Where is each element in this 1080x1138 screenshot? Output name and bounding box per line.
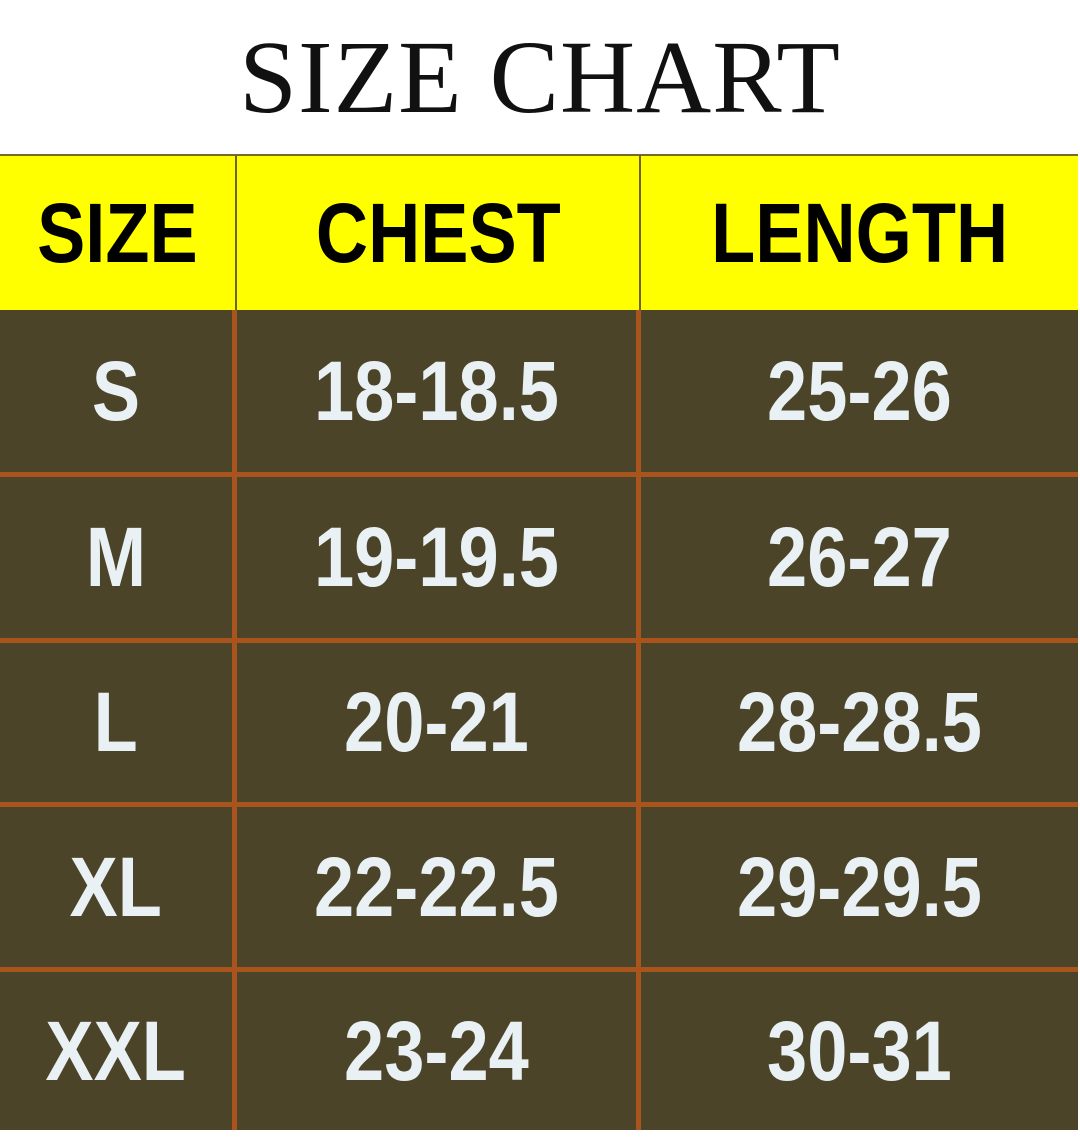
table-cell-length: 25-26 xyxy=(641,310,1078,472)
cell-value: 29-29.5 xyxy=(736,839,983,934)
column-header-label: CHEST xyxy=(315,185,561,280)
table-cell-length: 26-27 xyxy=(641,472,1078,638)
column-header-label: SIZE xyxy=(37,185,198,280)
table-cell-length: 28-28.5 xyxy=(641,638,1078,802)
table-cell-size: M xyxy=(0,472,237,638)
cell-value: 25-26 xyxy=(767,343,952,438)
table-cell-length: 29-29.5 xyxy=(641,802,1078,967)
cell-value: XL xyxy=(69,839,163,934)
size-chart-table: SIZE CHEST LENGTH S 18-18.5 25-26 M 19-19.5 26-2… xyxy=(0,154,1078,1130)
column-header-size: SIZE xyxy=(0,154,237,310)
cell-value: 26-27 xyxy=(767,510,952,604)
cell-value: L xyxy=(93,675,139,769)
cell-value: 30-31 xyxy=(767,1003,952,1098)
table-cell-size: L xyxy=(0,638,237,802)
table-cell-chest: 22-22.5 xyxy=(237,802,641,967)
column-header-label: LENGTH xyxy=(711,185,1008,280)
table-cell-size: XL xyxy=(0,802,237,967)
cell-value: 19-19.5 xyxy=(313,510,560,604)
cell-value: 22-22.5 xyxy=(313,839,560,934)
cell-value: S xyxy=(91,343,141,438)
table-cell-chest: 23-24 xyxy=(237,967,641,1130)
cell-value: 23-24 xyxy=(344,1003,529,1098)
cell-value: XXL xyxy=(45,1003,187,1098)
table-cell-length: 30-31 xyxy=(641,967,1078,1130)
column-header-length: LENGTH xyxy=(641,154,1078,310)
cell-value: 28-28.5 xyxy=(736,675,983,769)
table-cell-chest: 20-21 xyxy=(237,638,641,802)
table-cell-chest: 19-19.5 xyxy=(237,472,641,638)
table-cell-size: S xyxy=(0,310,237,472)
page-title: SIZE CHART xyxy=(239,20,841,135)
cell-value: 20-21 xyxy=(344,675,529,769)
table-cell-size: XXL xyxy=(0,967,237,1130)
cell-value: 18-18.5 xyxy=(313,343,560,438)
cell-value: M xyxy=(85,510,147,604)
column-header-chest: CHEST xyxy=(237,154,641,310)
table-cell-chest: 18-18.5 xyxy=(237,310,641,472)
